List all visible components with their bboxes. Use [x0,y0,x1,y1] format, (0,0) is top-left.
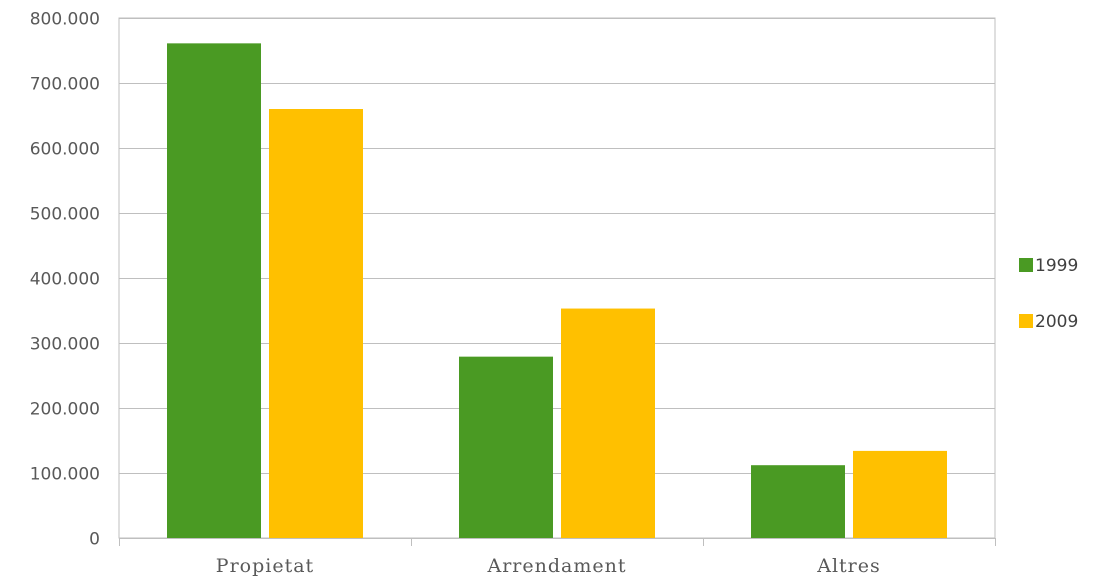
y-axis-tick-labels: 0 100.000 200.000 300.000 400.000 500.000 600.… [30,10,100,550]
x-tick-label: Propietat [216,555,314,577]
y-tick-label: 0 [89,530,100,550]
x-tick-label: Arrendament [487,555,627,577]
legend-swatch [1019,314,1033,328]
bar-2009-propietat [269,109,363,538]
y-tick-label: 400.000 [30,270,100,290]
legend-label: 1999 [1035,256,1078,276]
y-tick-label: 600.000 [30,140,100,160]
x-axis-tick-labels: Propietat Arrendament Altres [216,555,881,577]
bars [167,43,947,538]
bar-1999-arrendament [459,356,553,538]
bar-2009-altres [853,450,947,538]
bar-1999-propietat [167,43,261,538]
x-tick-label: Altres [816,555,881,577]
axes [119,538,996,546]
y-tick-label: 700.000 [30,75,100,95]
bar-1999-altres [751,465,845,538]
legend: 1999 2009 [1019,256,1078,332]
legend-label: 2009 [1035,312,1078,332]
y-tick-label: 500.000 [30,205,100,225]
y-tick-label: 100.000 [30,465,100,485]
y-tick-label: 300.000 [30,335,100,355]
bar-2009-arrendament [561,308,655,538]
y-tick-label: 200.000 [30,400,100,420]
y-tick-label: 800.000 [30,10,100,30]
legend-swatch [1019,258,1033,272]
